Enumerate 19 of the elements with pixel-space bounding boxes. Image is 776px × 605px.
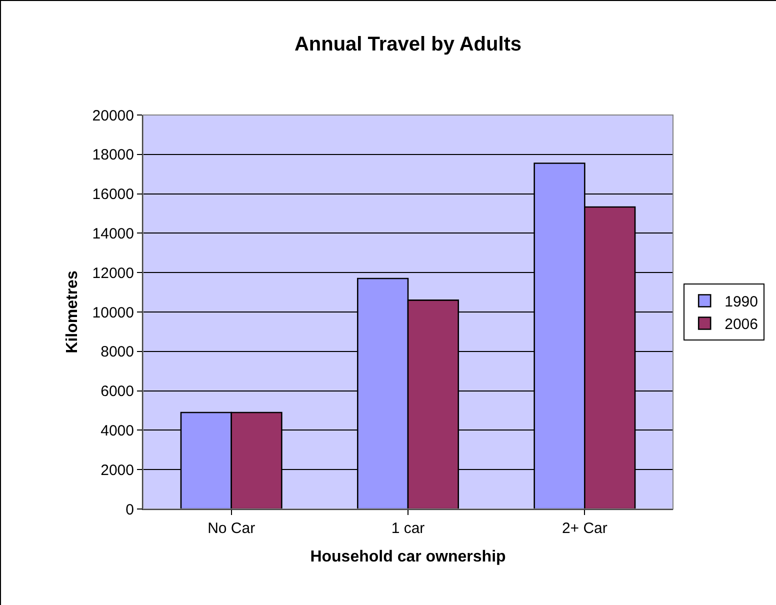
y-tick-label: 0 (126, 501, 134, 518)
y-tick-label: 6000 (100, 383, 134, 400)
y-tick-label: 10000 (92, 304, 134, 322)
y-tick-label: 2000 (100, 462, 134, 479)
y-tick-label: 20000 (92, 107, 134, 124)
y-tick-label: 14000 (92, 225, 134, 242)
y-tick-label: 12000 (92, 264, 134, 282)
y-tick-label: 8000 (100, 344, 134, 361)
legend-label: 1990 (724, 294, 758, 311)
x-tick-label: No Car (208, 520, 256, 537)
x-tick-label: 2+ Car (562, 520, 608, 537)
y-axis-title: Kilometres (64, 270, 82, 354)
y-tick-label: 18000 (92, 146, 134, 164)
y-tick-label: 16000 (92, 186, 134, 204)
x-axis-title: Household car ownership (310, 548, 506, 566)
y-tick-label: 4000 (100, 422, 134, 440)
x-tick-label: 1 car (391, 520, 425, 537)
legend-label: 2006 (724, 316, 758, 334)
chart-title: Annual Travel by Adults (294, 33, 522, 56)
